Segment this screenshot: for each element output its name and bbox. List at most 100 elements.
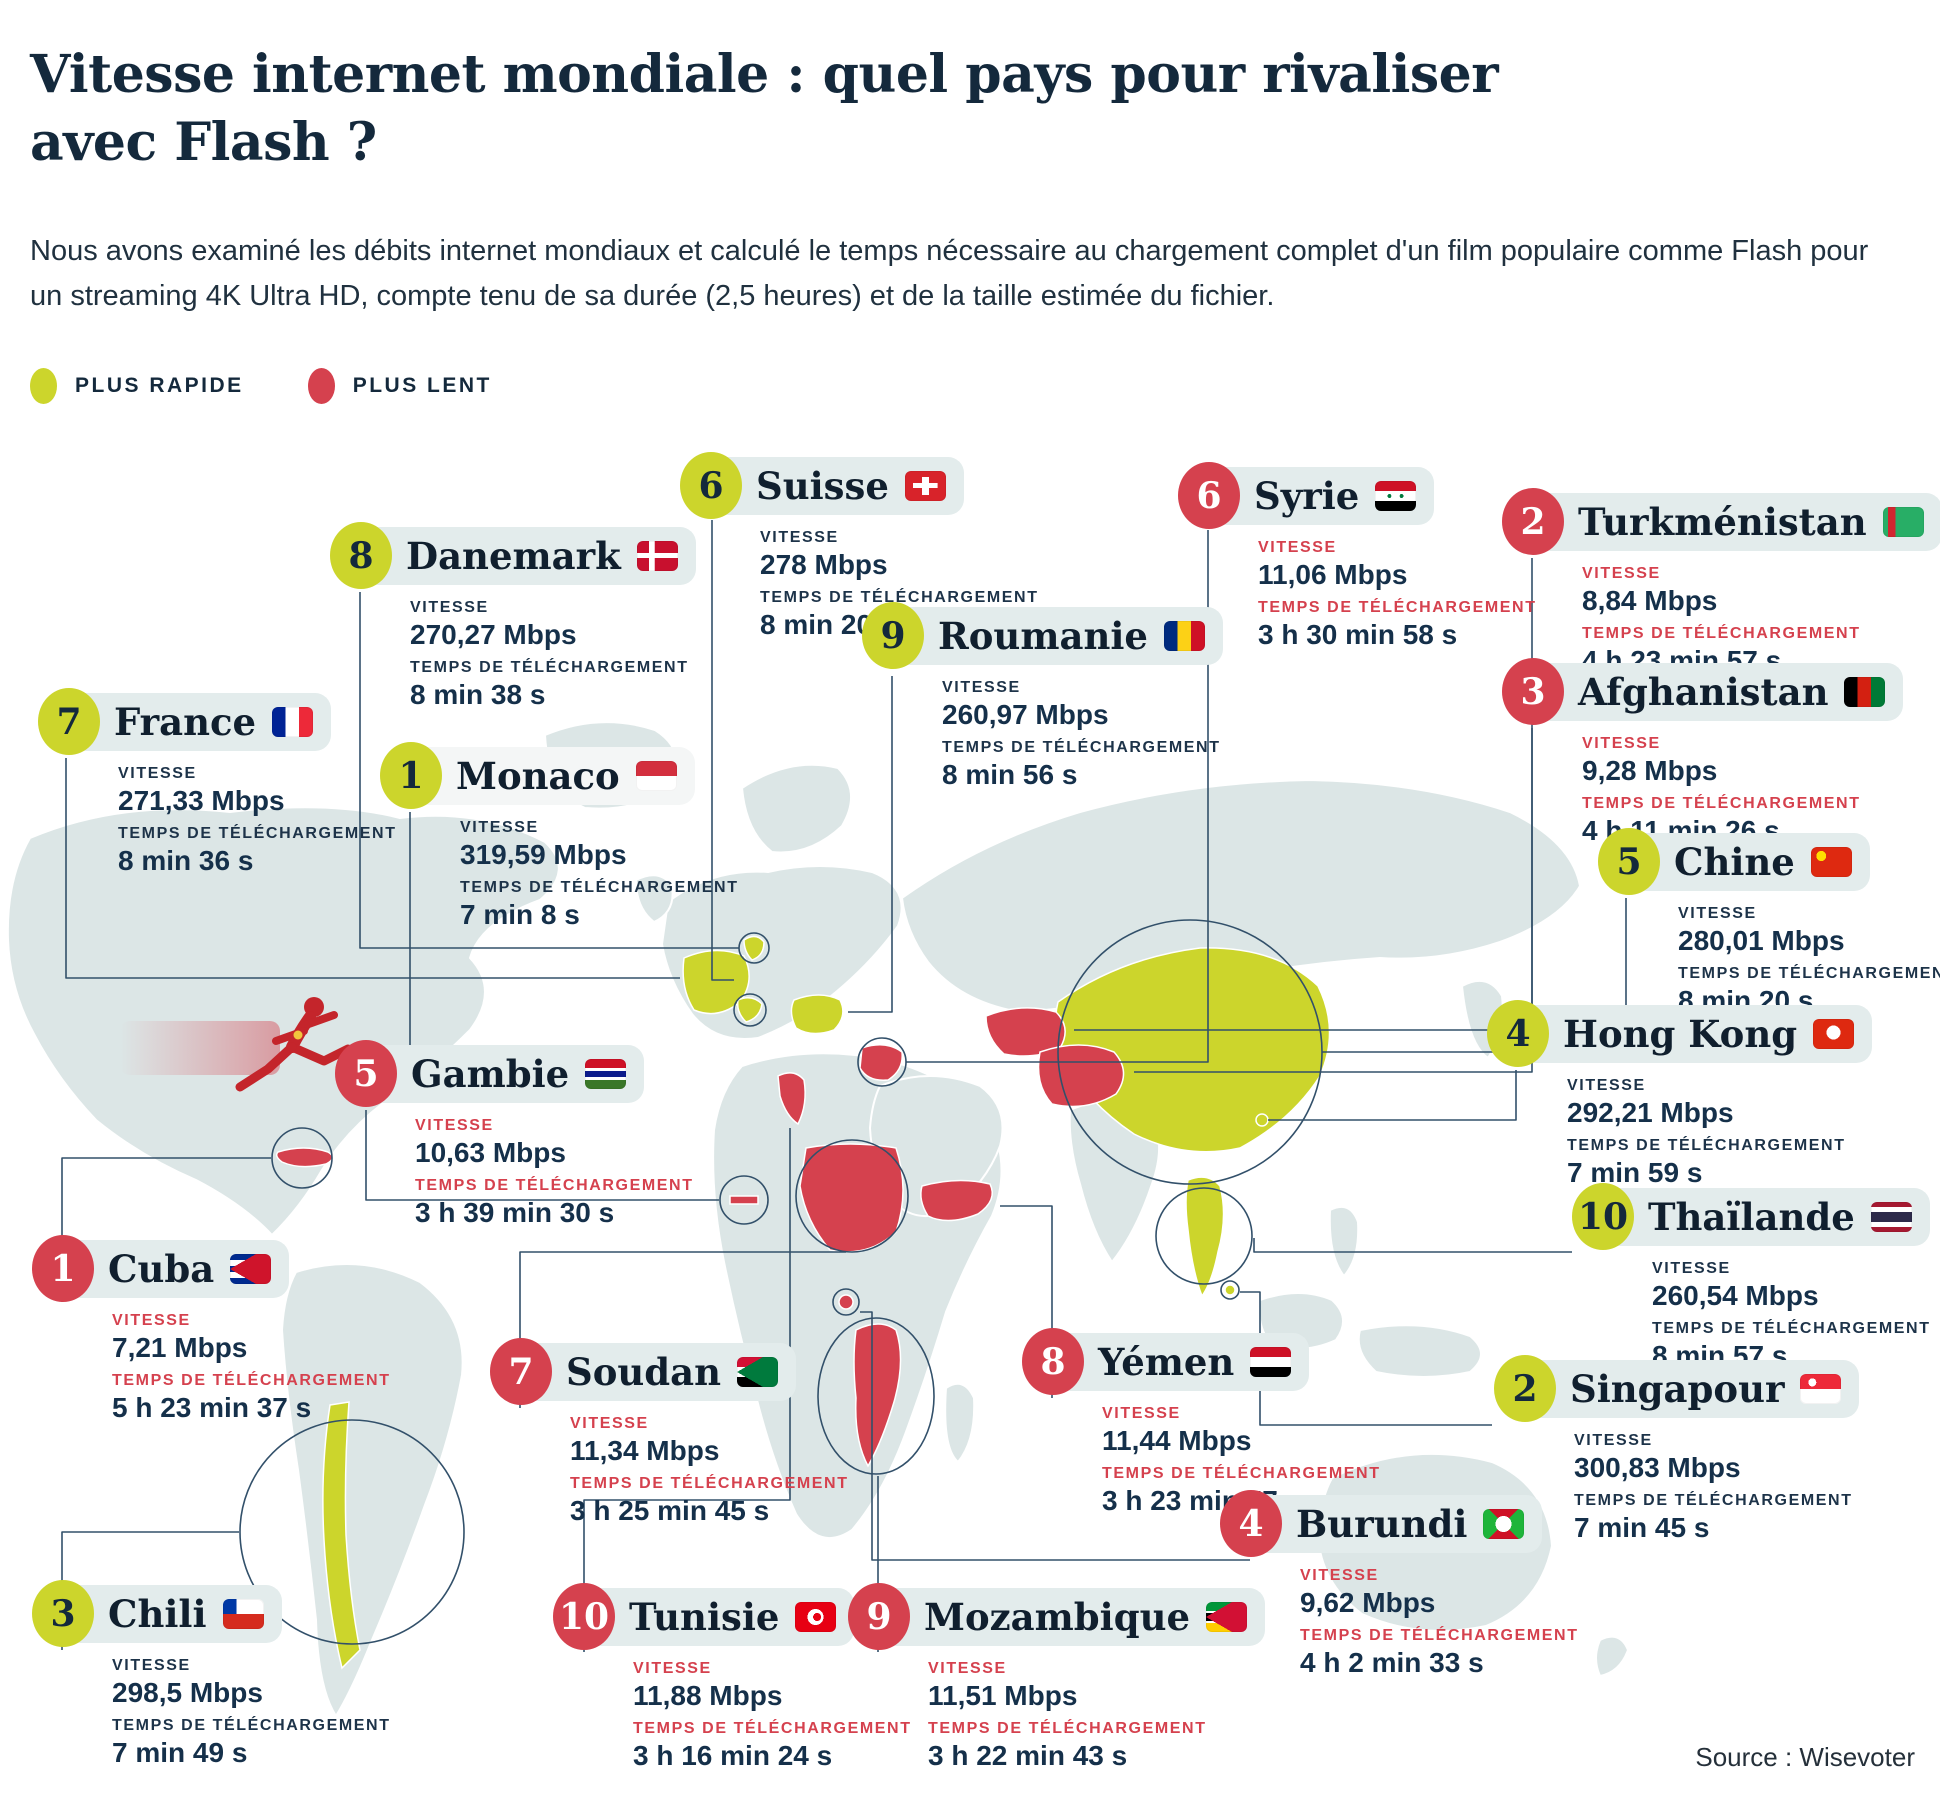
rank-badge: 5 [1598, 828, 1660, 895]
country-callout-turkmenistan: 2 Turkménistan VITESSE 8,84 Mbps TEMPS D… [1502, 488, 1940, 685]
speed-value: 298,5 Mbps [112, 1677, 263, 1708]
time-label: TEMPS DE TÉLÉCHARGEMENT [633, 1720, 912, 1737]
time-label: TEMPS DE TÉLÉCHARGEMENT [760, 589, 1039, 606]
country-callout-monaco: 1 Monaco VITESSE 319,59 Mbps TEMPS DE TÉ… [380, 742, 739, 939]
legend-item-fast: PLUS RAPIDE [30, 368, 244, 404]
map-hongkong [1255, 1113, 1269, 1127]
time-value: 3 h 22 min 43 s [928, 1740, 1128, 1771]
speed-label: VITESSE [928, 1660, 1007, 1677]
speed-label: VITESSE [1567, 1077, 1646, 1094]
time-value: 4 h 2 min 33 s [1300, 1647, 1484, 1678]
country-callout-chine: 5 Chine VITESSE 280,01 Mbps TEMPS DE TÉL… [1598, 828, 1940, 1025]
time-value: 7 min 59 s [1567, 1157, 1703, 1188]
country-name: Monaco [456, 753, 620, 798]
country-name: Mozambique [924, 1594, 1191, 1639]
country-pill: Turkménistan [1534, 492, 1940, 551]
circle-singapour [1220, 1280, 1240, 1300]
country-pill: Monaco [412, 746, 695, 805]
country-name: Roumanie [938, 613, 1148, 658]
time-value: 8 min 38 s [410, 679, 546, 710]
country-callout-danemark: 8 Danemark VITESSE 270,27 Mbps TEMPS DE … [330, 522, 696, 719]
speed-label: VITESSE [633, 1660, 712, 1677]
country-callout-france: 7 France VITESSE 271,33 Mbps TEMPS DE TÉ… [38, 688, 397, 885]
time-value: 3 h 25 min 45 s [570, 1495, 770, 1526]
speed-value: 11,06 Mbps [1258, 559, 1408, 590]
rank-badge: 9 [862, 602, 924, 669]
time-value: 3 h 30 min 58 s [1258, 619, 1458, 650]
time-label: TEMPS DE TÉLÉCHARGEMENT [410, 659, 689, 676]
flag-icon [1870, 1201, 1912, 1232]
circle-cuba [271, 1127, 333, 1189]
speed-label: VITESSE [1678, 905, 1757, 922]
map-soudan [799, 1143, 904, 1253]
speed-label: VITESSE [942, 679, 1021, 696]
speed-value: 11,51 Mbps [928, 1680, 1078, 1711]
country-pill: Chine [1630, 832, 1870, 891]
fast-dot-icon [30, 368, 57, 404]
country-name: Yémen [1098, 1339, 1235, 1384]
time-label: TEMPS DE TÉLÉCHARGEMENT [118, 825, 397, 842]
speed-value: 300,83 Mbps [1574, 1452, 1741, 1483]
country-callout-afghanistan: 3 Afghanistan VITESSE 9,28 Mbps TEMPS DE… [1502, 658, 1904, 855]
time-value: 3 h 16 min 24 s [633, 1740, 833, 1771]
country-name: Gambie [411, 1051, 570, 1096]
country-name: Soudan [566, 1349, 722, 1394]
time-label: TEMPS DE TÉLÉCHARGEMENT [112, 1372, 391, 1389]
flag-icon [1800, 1373, 1842, 1404]
speed-value: 319,59 Mbps [460, 839, 627, 870]
speed-label: VITESSE [570, 1415, 649, 1432]
rank-badge: 3 [32, 1580, 94, 1647]
time-label: TEMPS DE TÉLÉCHARGEMENT [1652, 1320, 1931, 1337]
flag-icon [737, 1356, 779, 1387]
circle-thailande [1155, 1187, 1253, 1285]
time-value: 8 min 56 s [942, 759, 1078, 790]
flag-icon [635, 760, 677, 791]
speed-label: VITESSE [1582, 565, 1661, 582]
rank-badge: 4 [1487, 1000, 1549, 1067]
flag-icon [795, 1601, 837, 1632]
country-pill: Tunisie [585, 1587, 855, 1646]
speed-value: 270,27 Mbps [410, 619, 577, 650]
circle-mozambique [817, 1317, 935, 1475]
map-tunisie [777, 1072, 806, 1126]
speed-label: VITESSE [460, 819, 539, 836]
flag-icon [1810, 846, 1852, 877]
country-pill: Suisse [712, 456, 964, 515]
country-pill: Roumanie [894, 606, 1223, 665]
map-thailande [1185, 1176, 1225, 1298]
country-pill: Mozambique [880, 1587, 1266, 1646]
rank-badge: 10 [1572, 1183, 1634, 1250]
country-name: Chine [1674, 839, 1795, 884]
country-pill: Hong Kong [1519, 1004, 1873, 1063]
map-suisse [736, 997, 763, 1023]
map-singapour [1224, 1284, 1236, 1296]
map-chili [322, 1401, 361, 1670]
country-pill: Singapour [1526, 1359, 1860, 1418]
speed-value: 271,33 Mbps [118, 785, 285, 816]
country-callout-roumanie: 9 Roumanie VITESSE 260,97 Mbps TEMPS DE … [862, 602, 1223, 799]
speed-label: VITESSE [112, 1312, 191, 1329]
flag-icon [1483, 1508, 1525, 1539]
legend-fast-label: PLUS RAPIDE [75, 374, 244, 397]
united-kingdom [635, 874, 674, 923]
time-label: TEMPS DE TÉLÉCHARGEMENT [1258, 599, 1537, 616]
flag-icon [904, 470, 946, 501]
speed-label: VITESSE [410, 599, 489, 616]
flag-icon [1813, 1018, 1855, 1049]
speed-label: VITESSE [1652, 1260, 1731, 1277]
speed-value: 11,44 Mbps [1102, 1425, 1252, 1456]
time-label: TEMPS DE TÉLÉCHARGEMENT [928, 1720, 1207, 1737]
legend-item-slow: PLUS LENT [307, 368, 492, 404]
rank-badge: 9 [848, 1583, 910, 1650]
legend-slow-label: PLUS LENT [352, 374, 492, 397]
slow-dot-icon [307, 368, 335, 404]
speed-label: VITESSE [1102, 1405, 1181, 1422]
flash-runner-icon [120, 997, 353, 1092]
speed-label: VITESSE [415, 1117, 494, 1134]
time-value: 7 min 49 s [112, 1737, 248, 1768]
country-callout-thailande: 10 Thaïlande VITESSE 260,54 Mbps TEMPS D… [1572, 1183, 1931, 1380]
country-pill: Chili [64, 1584, 282, 1643]
country-name: Afghanistan [1578, 669, 1829, 714]
speed-value: 260,97 Mbps [942, 699, 1109, 730]
time-label: TEMPS DE TÉLÉCHARGEMENT [460, 879, 739, 896]
